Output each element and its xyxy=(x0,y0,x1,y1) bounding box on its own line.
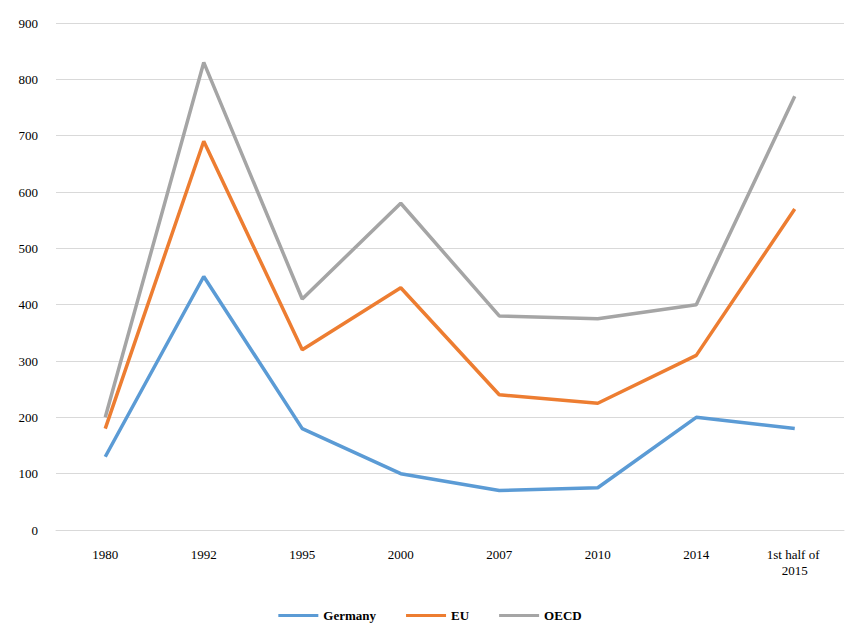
svg-text:700: 700 xyxy=(19,128,39,143)
svg-text:1992: 1992 xyxy=(191,547,217,562)
svg-text:2014: 2014 xyxy=(683,547,710,562)
svg-text:400: 400 xyxy=(19,297,39,312)
svg-text:2015: 2015 xyxy=(782,563,808,578)
svg-text:1995: 1995 xyxy=(289,547,315,562)
svg-text:2000: 2000 xyxy=(388,547,414,562)
svg-text:100: 100 xyxy=(19,466,39,481)
svg-text:0: 0 xyxy=(32,523,39,538)
svg-text:200: 200 xyxy=(19,410,39,425)
svg-text:300: 300 xyxy=(19,354,39,369)
svg-text:500: 500 xyxy=(19,241,39,256)
svg-text:2010: 2010 xyxy=(585,547,611,562)
svg-text:EU: EU xyxy=(451,608,470,623)
svg-text:800: 800 xyxy=(19,72,39,87)
svg-text:Germany: Germany xyxy=(323,608,376,623)
svg-text:OECD: OECD xyxy=(544,608,582,623)
svg-text:1st half of: 1st half of xyxy=(767,547,823,562)
svg-text:900: 900 xyxy=(19,16,39,31)
svg-text:1980: 1980 xyxy=(92,547,118,562)
svg-text:2007: 2007 xyxy=(486,547,513,562)
svg-text:600: 600 xyxy=(19,185,39,200)
